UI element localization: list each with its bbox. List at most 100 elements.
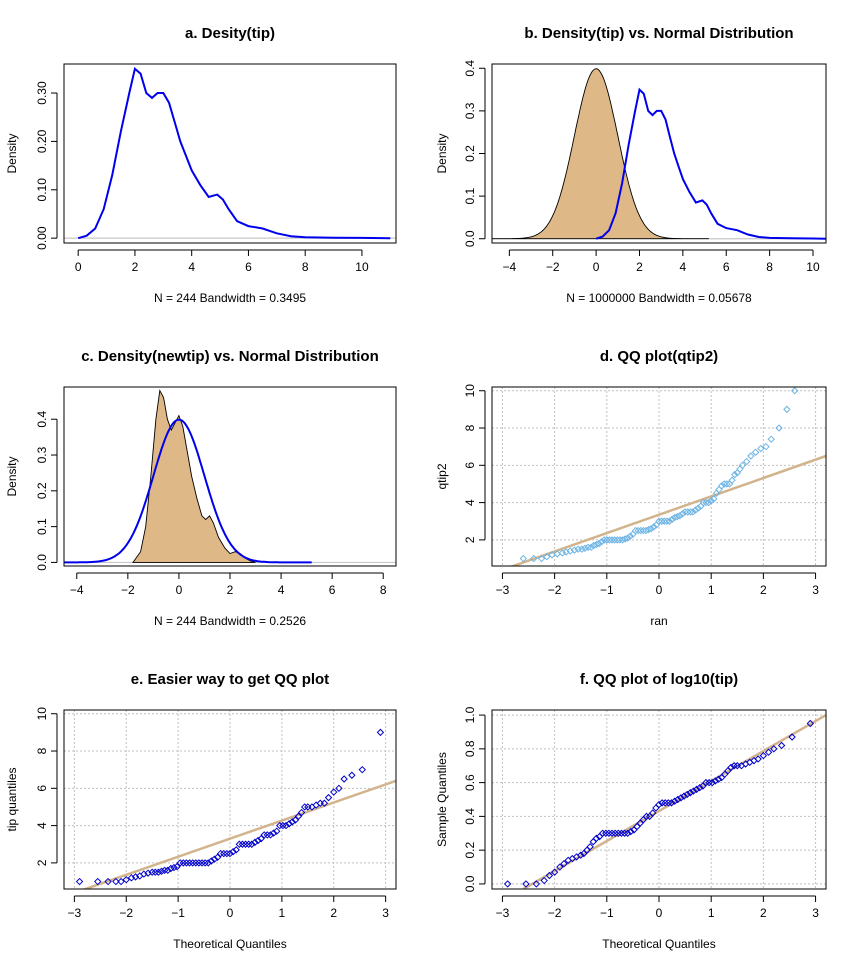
data-point [232,846,240,854]
data-point [586,843,594,851]
data-point [324,793,333,802]
x-tick-label: 6 [723,260,730,274]
chart-title: c. Density(newtip) vs. Normal Distributi… [81,348,379,365]
data-point [185,859,194,867]
data-point [269,829,278,837]
data-point [597,538,606,546]
data-point [598,829,607,837]
chart-title: a. Desity(tip) [185,25,275,42]
data-point [238,840,247,848]
data-point [627,827,635,836]
y-tick-label: 4 [35,822,49,829]
x-tick-label: 2 [330,906,337,920]
y-tick-label: 0.0 [35,554,49,571]
data-point [691,506,700,514]
data-point [728,476,736,484]
data-point [707,497,715,505]
y-tick-label: 8 [463,424,477,431]
y-tick-label: 0.2 [463,841,477,858]
x-tick-label: 3 [812,906,819,920]
data-point [562,548,570,556]
data-point [540,876,548,885]
data-point [764,748,773,756]
chart-title: b. Density(tip) vs. Normal Distribution [524,25,793,42]
plot-area [492,68,826,240]
data-point [570,546,579,554]
data-point [775,424,783,432]
data-point [730,762,738,770]
y-tick-label: 0.2 [35,482,49,499]
x-tick-label: 0 [656,906,663,920]
data-point [294,812,303,820]
data-point [608,829,616,837]
data-point [647,525,655,533]
data-point [702,498,710,507]
qq-reference-line [81,779,396,889]
data-point [649,809,657,817]
data-point [291,816,300,824]
data-point [182,859,191,867]
data-point [266,831,275,839]
data-point [592,834,601,843]
series-fill-0 [132,389,256,563]
chart-title: d. QQ plot(qtip2) [600,348,718,365]
data-point [674,795,682,804]
data-point [705,778,713,787]
data-point [754,755,762,763]
data-point [668,515,676,524]
y-tick-label: 2 [463,536,477,543]
data-point [584,543,592,552]
x-axis-label: ran [650,614,667,628]
data-point [670,513,679,522]
data-point [655,800,663,809]
data-point [602,829,610,837]
data-point [608,536,616,544]
x-tick-label: 8 [302,260,309,274]
y-tick-label: 0.4 [463,808,477,825]
data-point [176,859,184,867]
x-tick-label: 1 [708,583,715,597]
data-point [686,789,695,797]
x-tick-label: 0 [75,260,82,274]
x-axis-label: N = 244 Bandwidth = 0.2526 [154,614,306,628]
x-tick-label: −2 [548,583,562,597]
chart-b: −4 −2 0 2 4 6 8 10 0.0 0.1 0.2 0.3 0.4 b. Density(tip… [435,25,827,305]
data-point [587,543,595,552]
y-tick-label: 0.3 [35,446,49,463]
series-line-1 [64,418,312,564]
x-tick-label: 6 [245,260,252,274]
data-point [348,771,356,779]
data-point [543,552,551,561]
data-point [577,851,585,859]
y-tick-label: 0.30 [35,81,49,105]
data-point [676,511,684,520]
data-point [680,792,688,800]
data-point [160,866,169,875]
data-point [678,510,687,518]
data-point [683,790,691,799]
data-point [560,859,568,868]
data-point [179,859,188,867]
y-axis-label: Density [435,133,449,173]
data-point [188,859,197,867]
x-tick-label: 2 [132,260,139,274]
plot-area [492,387,826,566]
data-point [762,442,770,451]
data-point [251,838,259,847]
data-point [254,836,262,845]
data-point [770,745,778,753]
y-tick-label: 0.3 [463,102,477,119]
data-point [689,787,698,795]
chart-a: 0 2 4 6 8 10 0.00 0.10 0.20 0.30 a. Desity(tip) N =… [5,25,397,305]
data-point [695,783,704,792]
data-point [650,523,658,531]
series-line-1 [595,87,826,240]
data-point [164,866,172,875]
x-tick-label: 4 [278,583,285,597]
data-point [330,788,338,796]
plot-area [492,710,826,889]
data-point [340,775,348,783]
data-point [605,536,614,544]
plot-area [64,389,396,564]
data-point [673,512,681,521]
